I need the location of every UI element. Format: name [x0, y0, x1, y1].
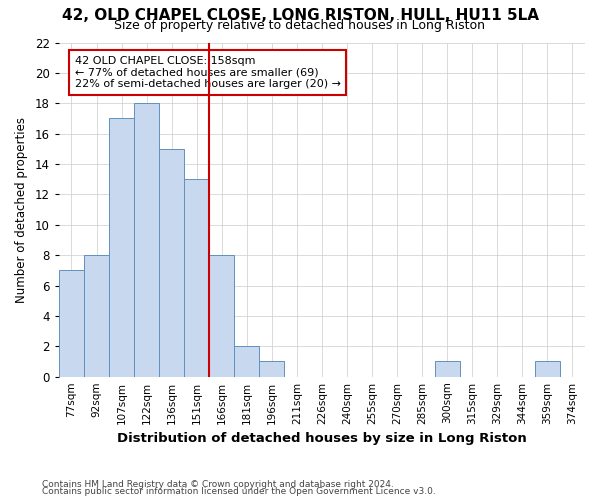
Bar	[59, 270, 84, 376]
X-axis label: Distribution of detached houses by size in Long Riston: Distribution of detached houses by size …	[117, 432, 527, 445]
Text: Contains HM Land Registry data © Crown copyright and database right 2024.: Contains HM Land Registry data © Crown c…	[42, 480, 394, 489]
Bar	[109, 118, 134, 376]
Bar	[134, 104, 159, 376]
Bar	[259, 362, 284, 376]
Bar	[159, 149, 184, 376]
Text: 42 OLD CHAPEL CLOSE: 158sqm
← 77% of detached houses are smaller (69)
22% of sem: 42 OLD CHAPEL CLOSE: 158sqm ← 77% of det…	[75, 56, 341, 89]
Bar	[209, 255, 235, 376]
Bar	[84, 255, 109, 376]
Text: Contains public sector information licensed under the Open Government Licence v3: Contains public sector information licen…	[42, 487, 436, 496]
Bar	[235, 346, 259, 376]
Bar	[435, 362, 460, 376]
Bar	[535, 362, 560, 376]
Bar	[184, 179, 209, 376]
Text: Size of property relative to detached houses in Long Riston: Size of property relative to detached ho…	[115, 18, 485, 32]
Text: 42, OLD CHAPEL CLOSE, LONG RISTON, HULL, HU11 5LA: 42, OLD CHAPEL CLOSE, LONG RISTON, HULL,…	[62, 8, 539, 22]
Y-axis label: Number of detached properties: Number of detached properties	[15, 116, 28, 302]
